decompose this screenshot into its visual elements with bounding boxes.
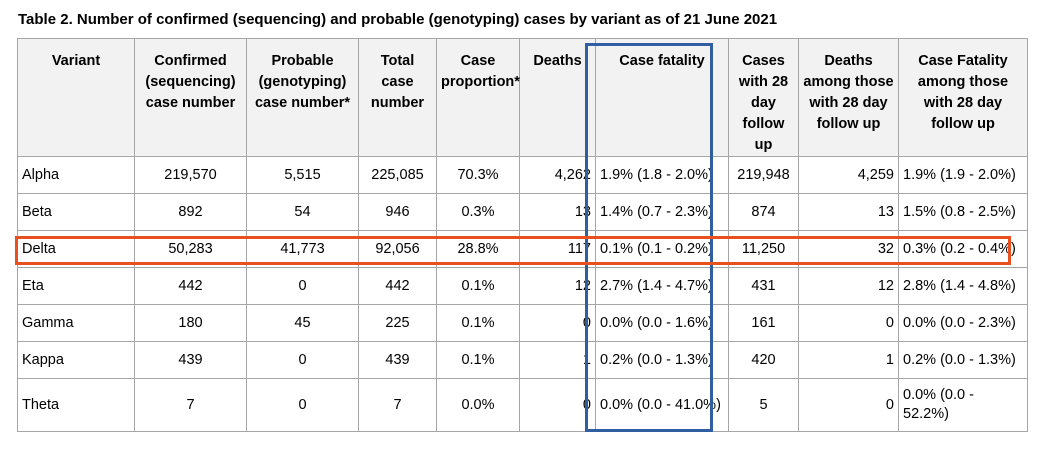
table-cell: 2.7% (1.4 - 4.7%) [595,267,729,305]
table-cell: 0 [798,378,899,432]
variant-name: Gamma [17,304,135,342]
header-cell: Total case number [358,38,437,157]
table-cell: 45 [246,304,359,342]
table-cell: 225 [358,304,437,342]
table-cell: 0.3% (0.2 - 0.4%) [898,230,1028,268]
table-cell: 28.8% [436,230,520,268]
table-cell: 439 [134,341,247,379]
table-cell: 5 [728,378,799,432]
table-cell: 0.1% [436,304,520,342]
table-cell: 0.0% (0.0 - 2.3%) [898,304,1028,342]
table-cell: 117 [519,230,596,268]
table-row-eta: Eta 442 0 442 0.1% 12 2.7% (1.4 - 4.7%) … [17,267,1028,305]
header-cell: Variant [17,38,135,157]
variant-name: Kappa [17,341,135,379]
variant-name: Alpha [17,156,135,194]
table-cell: 0.0% [436,378,520,432]
table-cell: 0.0% (0.0 - 41.0%) [595,378,729,432]
table-cell: 92,056 [358,230,437,268]
header-cell: Confirmed (sequencing) case number [134,38,247,157]
table-cell: 161 [728,304,799,342]
table-caption: Table 2. Number of confirmed (sequencing… [18,11,778,28]
table-cell: 1.4% (0.7 - 2.3%) [595,193,729,231]
table-cell: 0.3% [436,193,520,231]
table-cell: 180 [134,304,247,342]
table-cell: 0.0% (0.0 - 1.6%) [595,304,729,342]
table-cell: 13 [519,193,596,231]
variant-name: Delta [17,230,135,268]
table-cell: 0.2% (0.0 - 1.3%) [595,341,729,379]
table-row-beta: Beta 892 54 946 0.3% 13 1.4% (0.7 - 2.3%… [17,193,1028,231]
table-cell: 13 [798,193,899,231]
table-cell: 1.5% (0.8 - 2.5%) [898,193,1028,231]
table-cell: 892 [134,193,247,231]
table-row-gamma: Gamma 180 45 225 0.1% 0 0.0% (0.0 - 1.6%… [17,304,1028,342]
table-cell: 1.9% (1.9 - 2.0%) [898,156,1028,194]
header-row: Variant Confirmed (sequencing) case numb… [17,38,1028,157]
variant-name: Theta [17,378,135,432]
header-cell: Deaths [519,38,596,157]
table-cell: 946 [358,193,437,231]
header-cell: Deaths among those with 28 day follow up [798,38,899,157]
table-cell: 420 [728,341,799,379]
table-cell: 874 [728,193,799,231]
table-cell: 1.9% (1.8 - 2.0%) [595,156,729,194]
table-cell: 32 [798,230,899,268]
table-cell: 0.1% [436,267,520,305]
table-cell: 442 [358,267,437,305]
table-row-alpha: Alpha 219,570 5,515 225,085 70.3% 4,262 … [17,156,1028,194]
table-cell: 0 [246,378,359,432]
table-cell: 50,283 [134,230,247,268]
table-cell: 1 [519,341,596,379]
table-cell: 7 [134,378,247,432]
table-row-kappa: Kappa 439 0 439 0.1% 1 0.2% (0.0 - 1.3%)… [17,341,1028,379]
table-cell: 0.2% (0.0 - 1.3%) [898,341,1028,379]
table-cell: 11,250 [728,230,799,268]
table-cell: 4,262 [519,156,596,194]
table-cell: 1 [798,341,899,379]
table-cell: 5,515 [246,156,359,194]
header-cell: Case Fatality among those with 28 day fo… [898,38,1028,157]
variant-name: Beta [17,193,135,231]
table-cell: 2.8% (1.4 - 4.8%) [898,267,1028,305]
table-cell: 54 [246,193,359,231]
table-cell: 0 [519,304,596,342]
table-cell: 0.0% (0.0 - 52.2%) [898,378,1028,432]
table-cell: 12 [519,267,596,305]
table-cell: 7 [358,378,437,432]
table-cell: 0 [246,341,359,379]
table-cell: 442 [134,267,247,305]
variant-table: Variant Confirmed (sequencing) case numb… [17,38,1028,432]
table-cell: 0 [246,267,359,305]
table-row-theta: Theta 7 0 7 0.0% 0 0.0% (0.0 - 41.0%) 5 … [17,378,1028,432]
table-cell: 225,085 [358,156,437,194]
variant-name: Eta [17,267,135,305]
table-cell: 70.3% [436,156,520,194]
table-cell: 431 [728,267,799,305]
header-cell: Case fatality [595,38,729,157]
header-cell: Probable (genotyping) case number* [246,38,359,157]
table-row-delta: Delta 50,283 41,773 92,056 28.8% 117 0.1… [17,230,1028,268]
table-cell: 0 [519,378,596,432]
table-cell: 12 [798,267,899,305]
table-cell: 4,259 [798,156,899,194]
table-cell: 439 [358,341,437,379]
table-cell: 0 [798,304,899,342]
table-cell: 41,773 [246,230,359,268]
table-cell: 219,948 [728,156,799,194]
header-cell: Case proportion* [436,38,520,157]
header-cell: Cases with 28 day follow up [728,38,799,157]
table-cell: 0.1% (0.1 - 0.2%) [595,230,729,268]
table-cell: 0.1% [436,341,520,379]
table-cell: 219,570 [134,156,247,194]
